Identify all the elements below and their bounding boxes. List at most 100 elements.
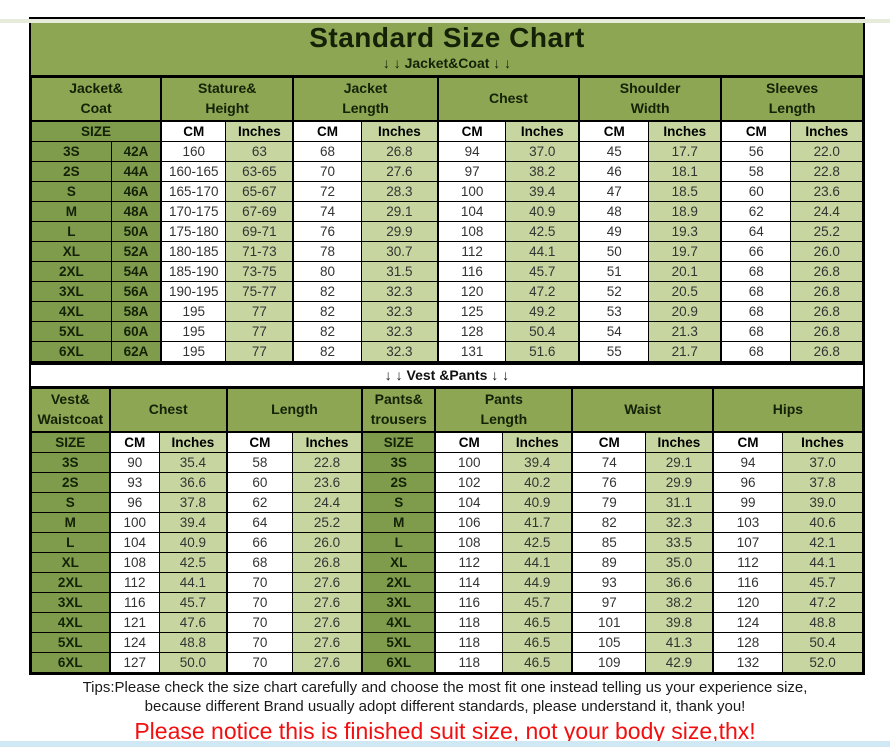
measurement-cell: 180-185 bbox=[160, 241, 227, 262]
measurement-cell: 104 bbox=[109, 532, 160, 553]
measurement-cell: 160-165 bbox=[160, 161, 227, 182]
column-group-header: Jacket& Coat bbox=[31, 77, 163, 122]
size-cell: 6XL bbox=[30, 652, 111, 673]
measurement-cell: 24.4 bbox=[291, 492, 364, 513]
measurement-cell: 112 bbox=[109, 572, 160, 593]
measurement-cell: 39.4 bbox=[505, 181, 581, 202]
unit-header: CM bbox=[571, 431, 647, 453]
size-cell: XL bbox=[361, 552, 437, 573]
unit-header: Inches bbox=[360, 120, 439, 142]
measurement-cell: 50 bbox=[578, 241, 650, 262]
measurement-cell: 62 bbox=[226, 492, 293, 513]
size-cell: L bbox=[31, 221, 112, 242]
column-group-header: Pants Length bbox=[434, 388, 574, 433]
unit-header: CM bbox=[292, 120, 362, 142]
measurement-cell: 50.0 bbox=[158, 652, 228, 673]
measurement-cell: 22.0 bbox=[790, 141, 863, 162]
measurement-cell: 27.6 bbox=[291, 612, 364, 633]
measurement-cell: 28.3 bbox=[360, 181, 439, 202]
measurement-cell: 105 bbox=[571, 632, 647, 653]
measurement-cell: 99 bbox=[712, 492, 784, 513]
measurement-cell: 42.5 bbox=[505, 221, 581, 242]
measurement-cell: 42.5 bbox=[502, 532, 574, 553]
measurement-cell: 65-67 bbox=[225, 181, 295, 202]
size-cell: M bbox=[30, 512, 111, 533]
measurement-cell: 26.8 bbox=[360, 141, 439, 162]
measurement-cell: 85 bbox=[571, 532, 647, 553]
table-row: 6XL 127 50.0 70 27.6 6XL 118 46.5 109 42.9 132 52.0 bbox=[30, 652, 863, 673]
measurement-cell: 116 bbox=[109, 592, 160, 613]
jacket-table-head: Jacket& Coat Stature& Height Jacket Length… bbox=[31, 77, 864, 142]
measurement-cell: 63-65 bbox=[225, 161, 295, 182]
size-cell: 2S bbox=[361, 472, 437, 493]
size-cell: M bbox=[31, 201, 112, 222]
measurement-cell: 47.6 bbox=[158, 612, 228, 633]
measurement-cell: 104 bbox=[434, 492, 504, 513]
measurement-cell: 44.1 bbox=[158, 572, 228, 593]
measurement-cell: 56 bbox=[720, 141, 792, 162]
measurement-cell: 97 bbox=[437, 161, 507, 182]
measurement-cell: 30.7 bbox=[360, 241, 439, 262]
measurement-cell: 131 bbox=[437, 341, 507, 363]
size-column-header: SIZE bbox=[31, 120, 163, 142]
measurement-cell: 93 bbox=[109, 472, 160, 493]
measurement-cell: 39.8 bbox=[645, 612, 714, 633]
measurement-cell: 70 bbox=[292, 161, 362, 182]
measurement-cell: 108 bbox=[434, 532, 504, 553]
measurement-cell: 82 bbox=[292, 281, 362, 302]
unit-header: CM bbox=[720, 120, 792, 142]
measurement-cell: 128 bbox=[712, 632, 784, 653]
size-cell: L bbox=[361, 532, 437, 553]
measurement-cell: 89 bbox=[571, 552, 647, 573]
measurement-cell: 39.0 bbox=[782, 492, 863, 513]
measurement-cell: 20.1 bbox=[648, 261, 723, 282]
measurement-cell: 26.8 bbox=[291, 552, 364, 573]
measurement-cell: 128 bbox=[437, 321, 507, 342]
measurement-cell: 108 bbox=[437, 221, 507, 242]
measurement-cell: 25.2 bbox=[291, 512, 364, 533]
size-cell: XL bbox=[31, 241, 112, 262]
measurement-cell: 27.6 bbox=[360, 161, 439, 182]
table-row: 2XL 54A 185-190 73-75 80 31.5 116 45.7 51 20.1 68 2… bbox=[31, 261, 863, 282]
measurement-cell: 70 bbox=[226, 612, 293, 633]
measurement-cell: 60 bbox=[720, 181, 792, 202]
measurement-cell: 26.0 bbox=[790, 241, 863, 262]
measurement-cell: 24.4 bbox=[790, 201, 863, 222]
measurement-cell: 25.2 bbox=[790, 221, 863, 242]
measurement-cell: 68 bbox=[720, 301, 792, 322]
measurement-cell: 195 bbox=[160, 341, 227, 363]
measurement-cell: 46.5 bbox=[502, 652, 574, 673]
measurement-cell: 47.2 bbox=[505, 281, 581, 302]
unit-header: Inches bbox=[790, 120, 863, 142]
measurement-cell: 195 bbox=[160, 301, 227, 322]
measurement-cell: 19.7 bbox=[648, 241, 723, 262]
table-row: S 46A 165-170 65-67 72 28.3 100 39.4 47 18.5 60 23.… bbox=[31, 181, 863, 202]
size-cell: M bbox=[361, 512, 437, 533]
table-row: 4XL 121 47.6 70 27.6 4XL 118 46.5 101 39.8 124 48.8 bbox=[30, 612, 863, 633]
measurement-cell: 71-73 bbox=[225, 241, 295, 262]
measurement-cell: 68 bbox=[720, 321, 792, 342]
measurement-cell: 32.3 bbox=[360, 341, 439, 363]
measurement-cell: 50.4 bbox=[505, 321, 581, 342]
measurement-cell: 44.9 bbox=[502, 572, 574, 593]
measurement-cell: 112 bbox=[712, 552, 784, 573]
size-cell: 2XL bbox=[30, 572, 111, 593]
table-row: M 100 39.4 64 25.2 M 106 41.7 82 32.3 103 40.6 bbox=[30, 512, 863, 533]
measurement-cell: 67-69 bbox=[225, 201, 295, 222]
measurement-cell: 118 bbox=[434, 612, 504, 633]
measurement-cell: 75-77 bbox=[225, 281, 295, 302]
unit-header: Inches bbox=[648, 120, 723, 142]
measurement-cell: 73-75 bbox=[225, 261, 295, 282]
measurement-cell: 190-195 bbox=[160, 281, 227, 302]
size-cell: 3S bbox=[31, 141, 112, 162]
measurement-cell: 20.9 bbox=[648, 301, 723, 322]
measurement-cell: 112 bbox=[437, 241, 507, 262]
measurement-cell: 36.6 bbox=[158, 472, 228, 493]
measurement-cell: 38.2 bbox=[505, 161, 581, 182]
measurement-cell: 107 bbox=[712, 532, 784, 553]
unit-header: Inches bbox=[158, 431, 228, 453]
table-row: 4XL 58A 195 77 82 32.3 125 49.2 53 20.9 68 26.8 bbox=[31, 301, 863, 322]
measurement-cell: 42.1 bbox=[782, 532, 863, 553]
title-block: Standard Size Chart ↓ ↓ Jacket&Coat ↓ ↓ bbox=[31, 19, 863, 77]
table-row: 5XL 60A 195 77 82 32.3 128 50.4 54 21.3 68 26.8 bbox=[31, 321, 863, 342]
